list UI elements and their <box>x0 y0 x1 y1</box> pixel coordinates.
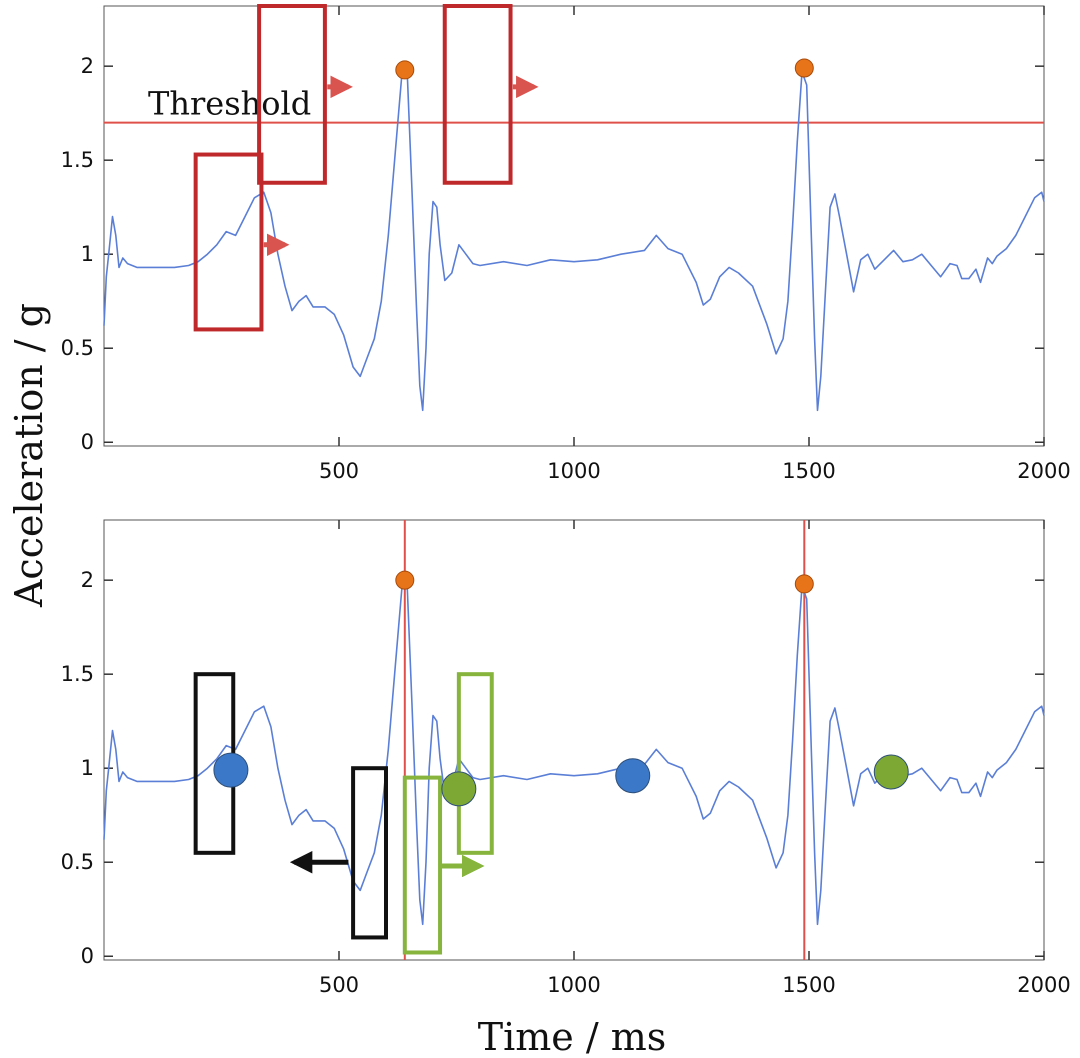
top-y-tick-label: 2 <box>81 54 94 78</box>
bottom-x-tick-label: 500 <box>319 973 359 997</box>
top-peak-point <box>395 60 415 80</box>
top-peak-point <box>794 58 814 78</box>
top-x-tick-label: 1000 <box>547 459 600 483</box>
bottom-window-box <box>351 766 389 940</box>
bottom-window-box <box>402 775 443 955</box>
bottom-peak-point <box>395 570 415 590</box>
y-axis-title: Acceleration / g <box>7 303 51 608</box>
top-threshold-label: Threshold <box>148 85 311 123</box>
bottom-x-tick-label: 1500 <box>782 973 835 997</box>
bottom-panel: 0 0.5 1 1.5 2 500 1000 1500 2000 <box>61 519 1071 997</box>
top-y-tick-label: 0 <box>81 430 94 454</box>
bottom-y-tick-label: 1.5 <box>61 662 94 686</box>
top-window-box <box>193 152 264 332</box>
top-y-tick-label: 1 <box>81 242 94 266</box>
top-plot-frame <box>103 5 1045 447</box>
top-x-tick-label: 2000 <box>1017 459 1070 483</box>
bottom-y-tick-label: 2 <box>81 568 94 592</box>
bottom-x-tick-label: 1000 <box>547 973 600 997</box>
top-x-tick-label: 1500 <box>782 459 835 483</box>
top-signal-line <box>103 67 1045 412</box>
bottom-event-marker <box>213 752 249 788</box>
top-x-tick-label: 500 <box>319 459 359 483</box>
bottom-y-tick-label: 0.5 <box>61 850 94 874</box>
bottom-signal-line <box>103 581 1045 926</box>
top-y-tick-label: 0.5 <box>61 336 94 360</box>
top-window-box <box>257 4 327 185</box>
bottom-y-tick-label: 1 <box>81 756 94 780</box>
top-panel: 0 0.5 1 1.5 2 500 1000 1500 2000 Threshold <box>61 4 1071 483</box>
bottom-plot-frame <box>103 519 1045 961</box>
bottom-event-marker <box>873 754 909 790</box>
x-axis-title: Time / ms <box>478 1015 667 1058</box>
top-y-tick-label: 1.5 <box>61 148 94 172</box>
bottom-event-marker <box>441 771 477 807</box>
bottom-y-tick-label: 0 <box>81 944 94 968</box>
top-window-box <box>442 4 513 185</box>
bottom-window-box <box>456 672 494 855</box>
bottom-event-marker <box>615 758 651 794</box>
bottom-peak-point <box>794 574 814 594</box>
bottom-x-tick-label: 2000 <box>1017 973 1070 997</box>
